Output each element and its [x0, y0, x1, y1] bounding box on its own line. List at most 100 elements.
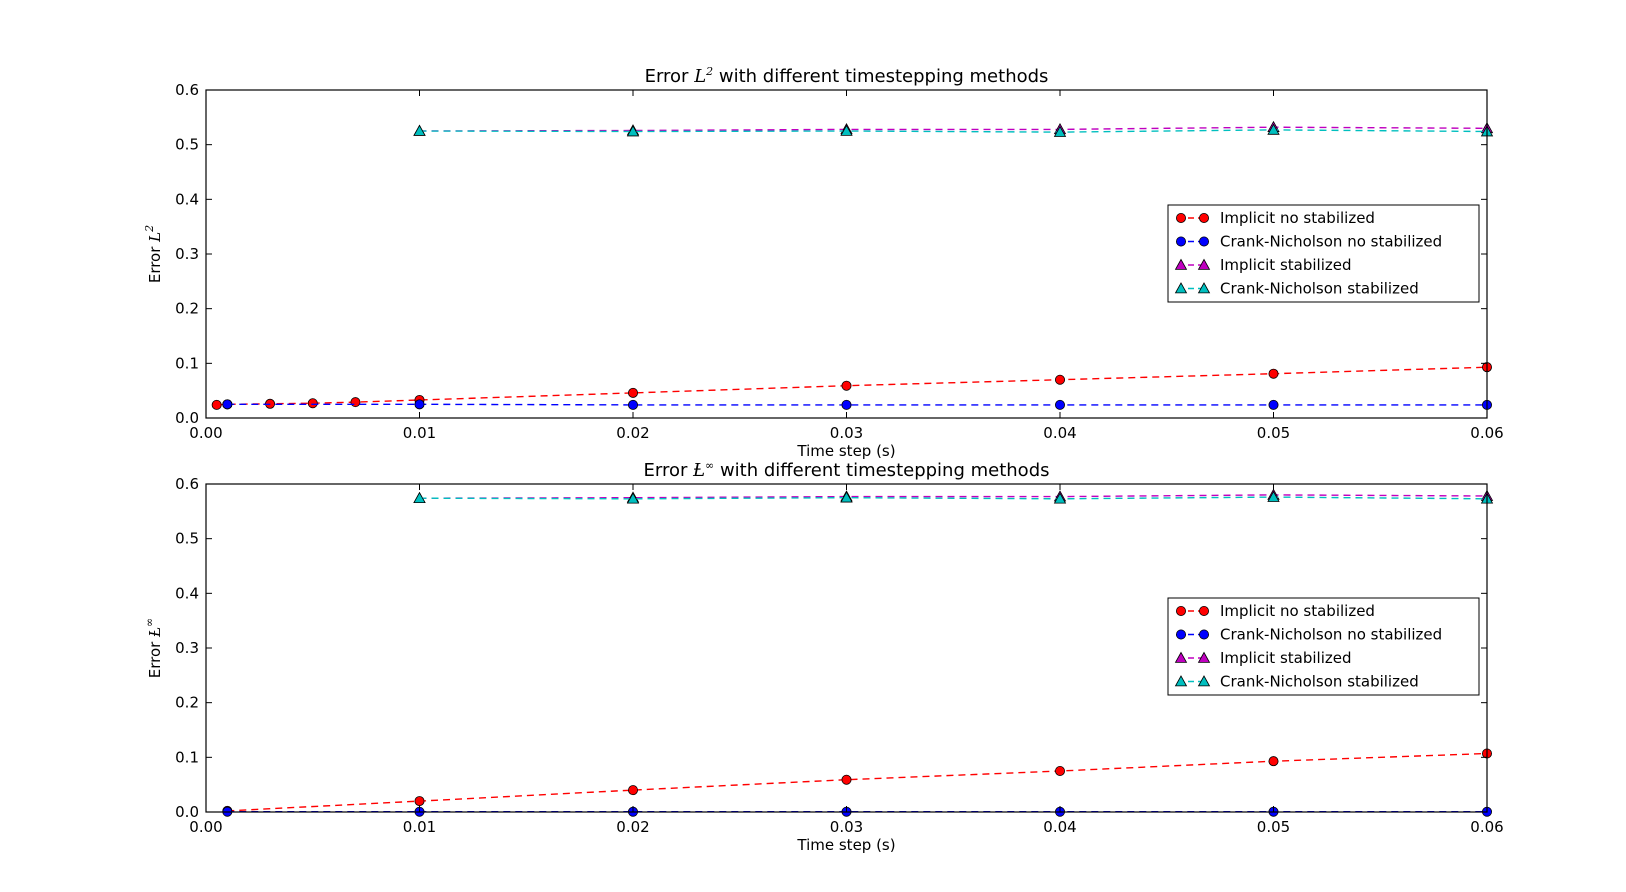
chart-title: Error Ƚ∞ with different timestepping met…	[643, 459, 1049, 481]
legend-label: Implicit stabilized	[1220, 649, 1352, 667]
x-tick-label: 0.02	[616, 818, 649, 836]
data-point	[1055, 766, 1066, 777]
x-tick-label: 0.02	[616, 424, 649, 442]
x-tick-label: 0.00	[189, 818, 222, 836]
x-axis-label: Time step (s)	[796, 836, 895, 854]
legend-marker	[1197, 651, 1211, 663]
legend-marker	[1176, 236, 1187, 247]
legend-marker	[1199, 606, 1210, 617]
series-line-4	[419, 129, 1488, 133]
y-tick-label: 0.2	[175, 300, 199, 318]
label-suffix: with different timestepping methods	[713, 66, 1048, 87]
data-point	[626, 125, 640, 137]
legend-item: Implicit no stabilized	[1176, 209, 1375, 227]
label-suffix: with different timestepping methods	[714, 460, 1049, 481]
series-line-1	[216, 366, 1488, 406]
label-superscript: 2	[143, 225, 156, 233]
data-point	[1053, 125, 1067, 137]
legend-marker	[1199, 212, 1210, 223]
data-point	[626, 492, 640, 504]
legend-marker	[1199, 236, 1210, 247]
y-tick-label: 0.3	[175, 639, 199, 657]
legend-item: Implicit stabilized	[1174, 256, 1352, 274]
legend-marker	[1199, 629, 1210, 640]
data-point	[1053, 492, 1067, 504]
label-symbol: Ƚ	[692, 460, 705, 481]
legend: Implicit no stabilized Crank-Nicholson no…	[1167, 204, 1480, 303]
data-point	[350, 397, 361, 408]
series-line-3	[419, 126, 1488, 132]
data-point	[841, 399, 852, 410]
x-axis-label: Time step (s)	[796, 442, 895, 460]
legend-label: Crank-Nicholson no stabilized	[1220, 233, 1442, 251]
legend-marker	[1176, 629, 1187, 640]
legend-marker	[1176, 606, 1187, 617]
label-superscript: ∞	[705, 459, 714, 472]
x-tick-label: 0.04	[1043, 818, 1076, 836]
x-tick-label: 0.05	[1257, 424, 1290, 442]
data-point	[840, 491, 853, 503]
data-point	[628, 399, 639, 410]
x-tick-label: 0.05	[1257, 818, 1290, 836]
legend-label: Implicit no stabilized	[1220, 209, 1375, 227]
y-tick-label: 0.2	[175, 694, 199, 712]
label-superscript: ∞	[143, 618, 156, 627]
data-point	[1055, 374, 1066, 385]
legend-box	[1167, 204, 1480, 303]
y-tick-label: 0.0	[175, 409, 199, 427]
y-tick-label: 0.4	[175, 584, 199, 602]
y-tick-label: 0.5	[175, 136, 199, 154]
x-tick-label: 0.06	[1470, 424, 1503, 442]
y-tick-label: 0.3	[175, 245, 199, 263]
legend-item: Crank-Nicholson stabilized	[1174, 673, 1419, 691]
chart-1: 0.00 0.01 0.02 0.03 0.04 0.05 0.06 0.0 0.1 0.2 0.3…	[143, 65, 1504, 460]
y-axis-label: Error Ƚ∞	[143, 618, 164, 678]
data-point	[1268, 756, 1279, 767]
x-tick-label: 0.01	[403, 818, 436, 836]
data-point	[628, 785, 639, 796]
legend-marker	[1174, 282, 1188, 294]
plot-area	[211, 120, 1494, 410]
x-tick-label: 0.03	[830, 424, 863, 442]
x-tick-label: 0.00	[189, 424, 222, 442]
data-point	[307, 398, 318, 409]
x-tick-label: 0.01	[403, 424, 436, 442]
legend-marker	[1174, 675, 1188, 687]
legend-marker	[1174, 651, 1188, 663]
legend: Implicit no stabilized Crank-Nicholson no…	[1167, 597, 1480, 696]
label-symbol: L	[693, 66, 706, 87]
label-prefix: Error	[146, 242, 164, 283]
data-point	[413, 491, 426, 504]
legend-item: Crank-Nicholson no stabilized	[1176, 626, 1442, 644]
legend-item: Crank-Nicholson stabilized	[1174, 280, 1419, 298]
legend-label: Implicit stabilized	[1220, 256, 1352, 274]
series-line-3	[419, 494, 1488, 499]
legend-label: Crank-Nicholson no stabilized	[1220, 626, 1442, 644]
legend-marker	[1197, 675, 1211, 687]
legend-label: Crank-Nicholson stabilized	[1220, 673, 1419, 691]
data-point	[1268, 368, 1279, 379]
label-prefix: Error	[645, 66, 695, 87]
data-point	[1267, 490, 1280, 502]
label-symbol: L	[146, 232, 164, 243]
y-tick-label: 0.6	[175, 81, 199, 99]
chart-2: 0.00 0.01 0.02 0.03 0.04 0.05 0.06 0.0 0.1 0.2 0.3…	[143, 459, 1504, 854]
legend-marker	[1176, 212, 1187, 223]
legend-item: Crank-Nicholson no stabilized	[1176, 233, 1442, 251]
data-point	[1055, 399, 1066, 410]
legend-marker	[1197, 258, 1211, 270]
series-line-4	[419, 496, 1488, 500]
data-point	[1267, 123, 1280, 135]
legend-label: Crank-Nicholson stabilized	[1220, 280, 1419, 298]
y-tick-label: 0.6	[175, 475, 199, 493]
legend-marker	[1174, 258, 1188, 270]
y-axis-label: Error L2	[143, 225, 164, 283]
data-point	[413, 124, 426, 136]
legend-box	[1167, 597, 1480, 696]
legend-item: Implicit stabilized	[1174, 649, 1352, 667]
label-symbol: Ƚ	[146, 627, 164, 638]
data-point	[414, 399, 425, 410]
y-tick-label: 0.4	[175, 190, 199, 208]
